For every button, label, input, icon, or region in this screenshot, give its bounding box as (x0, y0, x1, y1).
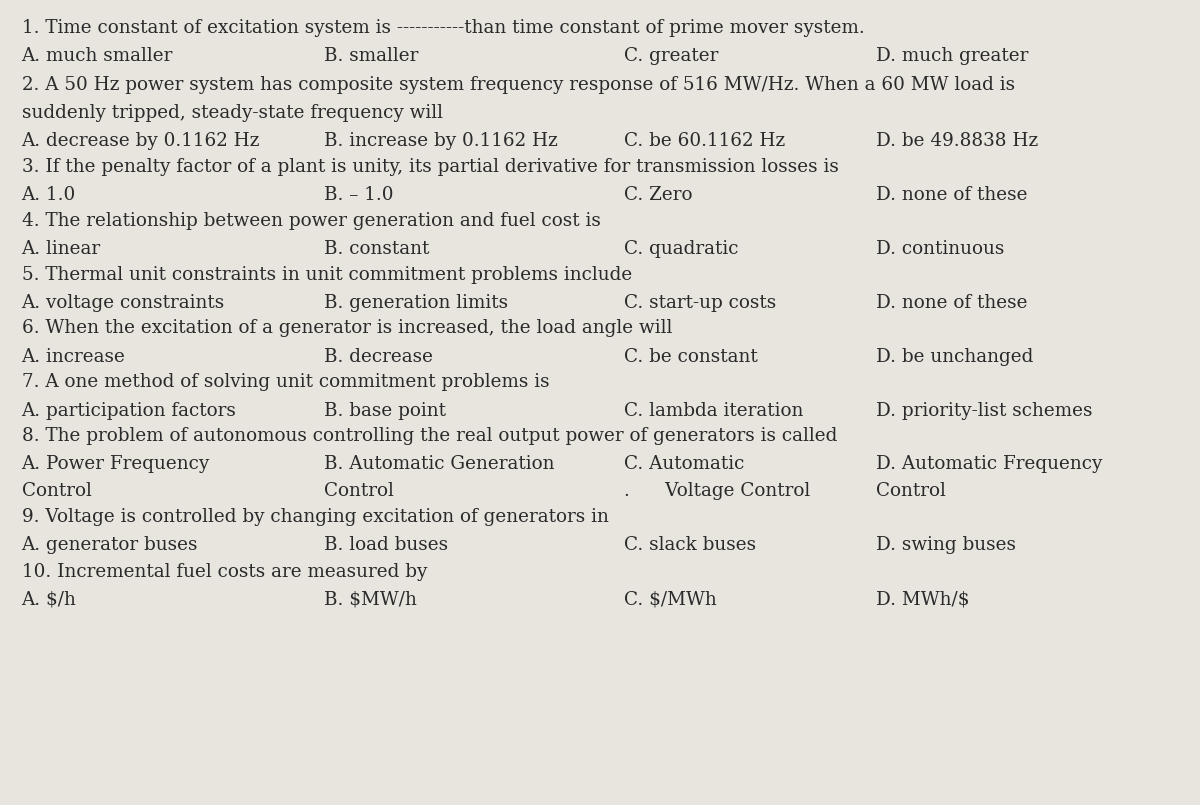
Text: A. increase: A. increase (22, 348, 126, 365)
Text: 1. Time constant of excitation system is -----------than time constant of prime : 1. Time constant of excitation system is… (22, 19, 864, 37)
Text: Control: Control (876, 482, 946, 500)
Text: D. continuous: D. continuous (876, 240, 1004, 258)
Text: C. be constant: C. be constant (624, 348, 757, 365)
Text: D. priority-list schemes: D. priority-list schemes (876, 402, 1092, 419)
Text: A. generator buses: A. generator buses (22, 536, 198, 554)
Text: D. swing buses: D. swing buses (876, 536, 1016, 554)
Text: D. none of these: D. none of these (876, 294, 1027, 312)
Text: D. MWh/$: D. MWh/$ (876, 591, 970, 609)
Text: 9. Voltage is controlled by changing excitation of generators in: 9. Voltage is controlled by changing exc… (22, 508, 608, 526)
Text: A. 1.0: A. 1.0 (22, 186, 76, 204)
Text: C. lambda iteration: C. lambda iteration (624, 402, 803, 419)
Text: 7. A one method of solving unit commitment problems is: 7. A one method of solving unit commitme… (22, 374, 550, 391)
Text: B. generation limits: B. generation limits (324, 294, 508, 312)
Text: C. $/MWh: C. $/MWh (624, 591, 716, 609)
Text: A. $/h: A. $/h (22, 591, 77, 609)
Text: A. voltage constraints: A. voltage constraints (22, 294, 224, 312)
Text: B. increase by 0.1162 Hz: B. increase by 0.1162 Hz (324, 132, 558, 150)
Text: suddenly tripped, steady-state frequency will: suddenly tripped, steady-state frequency… (22, 104, 443, 122)
Text: 2. A 50 Hz power system has composite system frequency response of 516 MW/Hz. Wh: 2. A 50 Hz power system has composite sy… (22, 76, 1015, 93)
Text: Control: Control (22, 482, 91, 500)
Text: B. smaller: B. smaller (324, 47, 419, 65)
Text: B. constant: B. constant (324, 240, 430, 258)
Text: C. Zero: C. Zero (624, 186, 692, 204)
Text: C. slack buses: C. slack buses (624, 536, 756, 554)
Text: D. much greater: D. much greater (876, 47, 1028, 65)
Text: C. Automatic: C. Automatic (624, 456, 744, 473)
Text: 6. When the excitation of a generator is increased, the load angle will: 6. When the excitation of a generator is… (22, 320, 672, 337)
Text: D. Automatic Frequency: D. Automatic Frequency (876, 456, 1103, 473)
Text: A. decrease by 0.1162 Hz: A. decrease by 0.1162 Hz (22, 132, 260, 150)
Text: 5. Thermal unit constraints in unit commitment problems include: 5. Thermal unit constraints in unit comm… (22, 266, 632, 283)
Text: D. none of these: D. none of these (876, 186, 1027, 204)
Text: B. – 1.0: B. – 1.0 (324, 186, 394, 204)
Text: 10. Incremental fuel costs are measured by: 10. Incremental fuel costs are measured … (22, 563, 427, 580)
Text: 4. The relationship between power generation and fuel cost is: 4. The relationship between power genera… (22, 212, 600, 229)
Text: .      Voltage Control: . Voltage Control (624, 482, 810, 500)
Text: B. base point: B. base point (324, 402, 446, 419)
Text: D. be 49.8838 Hz: D. be 49.8838 Hz (876, 132, 1038, 150)
Text: A. participation factors: A. participation factors (22, 402, 236, 419)
Text: A. linear: A. linear (22, 240, 101, 258)
Text: B. load buses: B. load buses (324, 536, 448, 554)
Text: B. $MW/h: B. $MW/h (324, 591, 416, 609)
Text: C. be 60.1162 Hz: C. be 60.1162 Hz (624, 132, 785, 150)
Text: C. quadratic: C. quadratic (624, 240, 738, 258)
Text: B. Automatic Generation: B. Automatic Generation (324, 456, 554, 473)
Text: C. start-up costs: C. start-up costs (624, 294, 776, 312)
Text: 8. The problem of autonomous controlling the real output power of generators is : 8. The problem of autonomous controlling… (22, 427, 836, 445)
Text: C. greater: C. greater (624, 47, 719, 65)
Text: B. decrease: B. decrease (324, 348, 433, 365)
Text: 3. If the penalty factor of a plant is unity, its partial derivative for transmi: 3. If the penalty factor of a plant is u… (22, 158, 839, 175)
Text: A. much smaller: A. much smaller (22, 47, 173, 65)
Text: A. Power Frequency: A. Power Frequency (22, 456, 210, 473)
Text: Control: Control (324, 482, 394, 500)
Text: D. be unchanged: D. be unchanged (876, 348, 1033, 365)
